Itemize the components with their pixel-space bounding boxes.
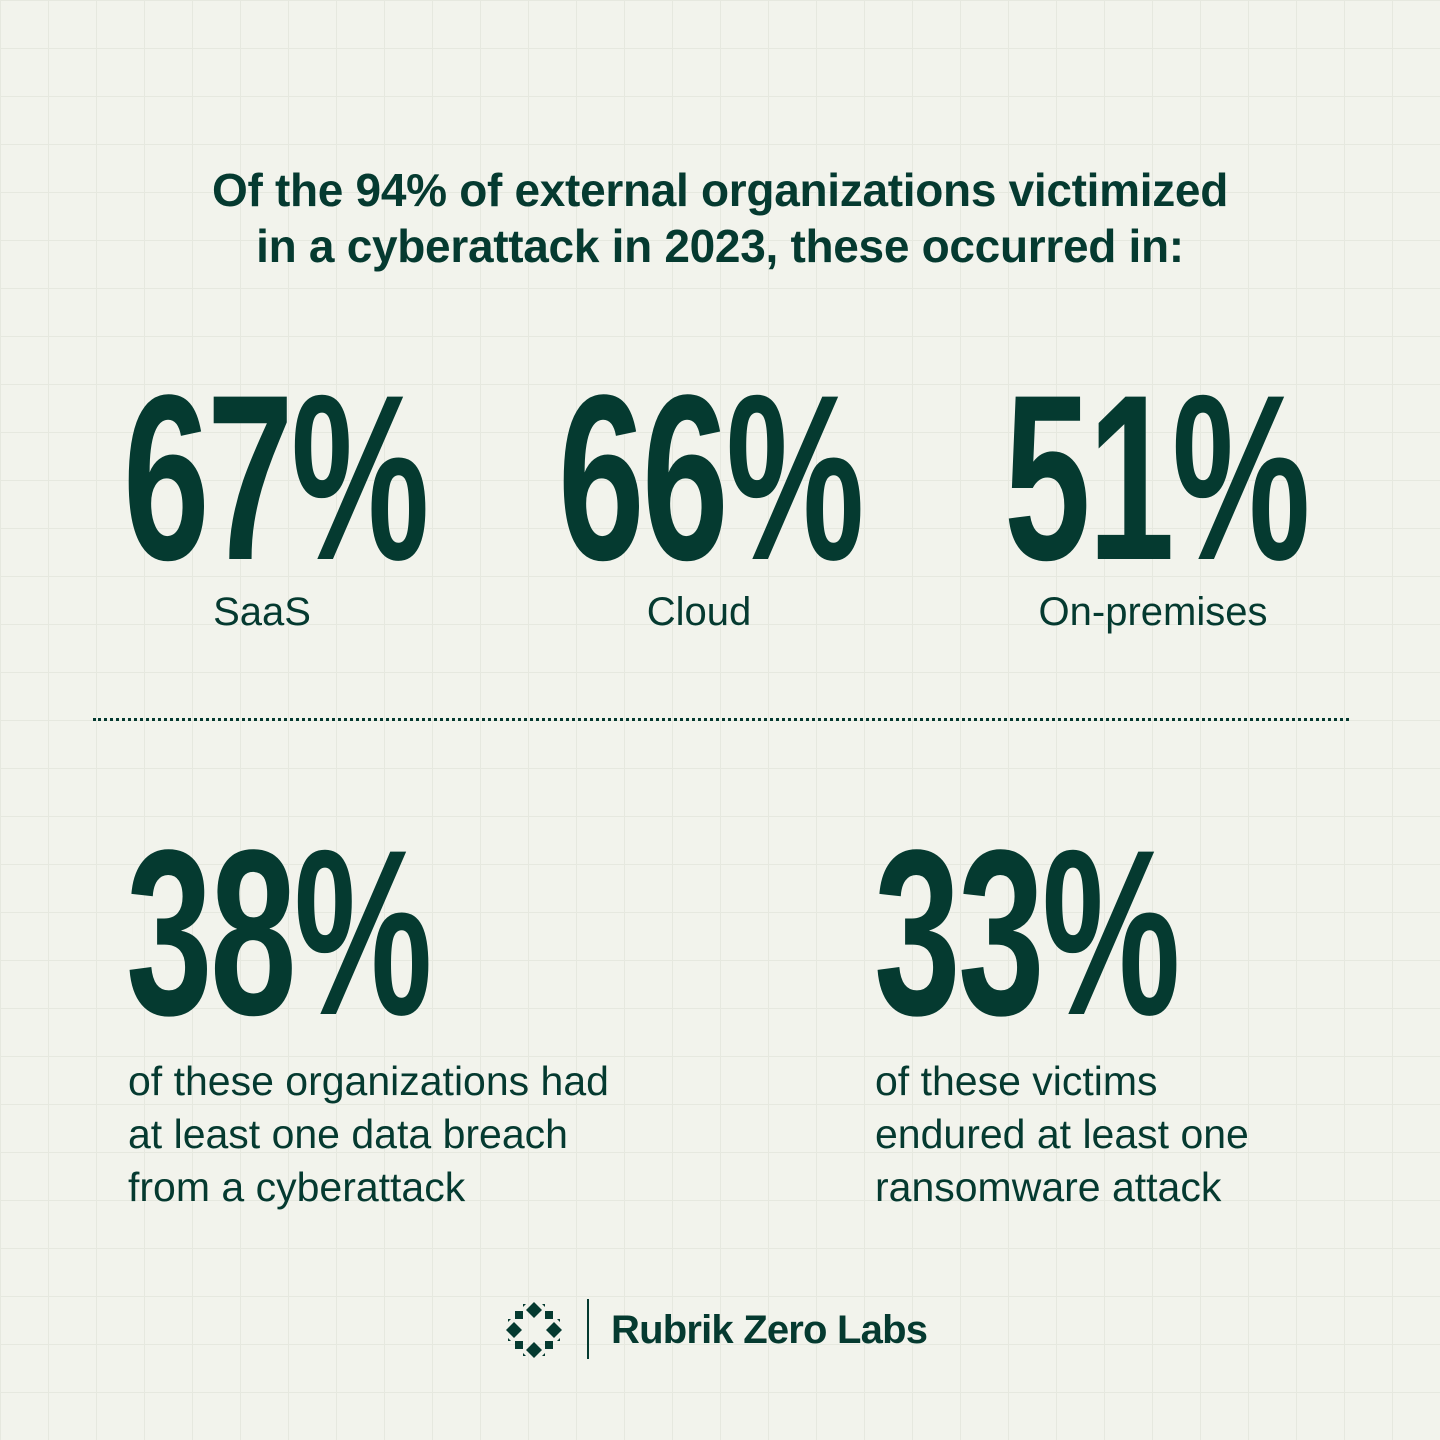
headline-line-2: in a cyberattack in 2023, these occurred… [256,220,1184,272]
stat-saas-value: 67% [123,346,429,610]
stat-breach-value: 38% [126,801,432,1065]
stat-onprem-label: On-premises [1038,590,1268,634]
description-line: of these organizations had [128,1058,609,1104]
description-line: from a cyberattack [128,1164,466,1210]
stat-ransomware-description: of these victims endured at least one ra… [875,1055,1440,1214]
headline: Of the 94% of external organizations vic… [0,162,1440,274]
stat-breach-description: of these organizations had at least one … [128,1055,728,1214]
logo-separator [587,1299,589,1359]
stat-cloud-label: Cloud [646,590,752,634]
description-line: at least one data breach [128,1111,568,1157]
dotted-divider [93,718,1349,721]
rubrik-logo-icon [506,1302,562,1358]
description-line: of these victims [875,1058,1158,1104]
stat-saas-label: SaaS [213,590,311,634]
stat-onprem-value: 51% [1004,346,1310,610]
stat-ransomware-value: 33% [874,801,1180,1065]
brand-name: Rubrik Zero Labs [611,1308,928,1352]
description-line: ransomware attack [875,1164,1222,1210]
headline-line-1: Of the 94% of external organizations vic… [211,164,1229,216]
description-line: endured at least one [875,1111,1249,1157]
stat-cloud-value: 66% [558,346,864,610]
